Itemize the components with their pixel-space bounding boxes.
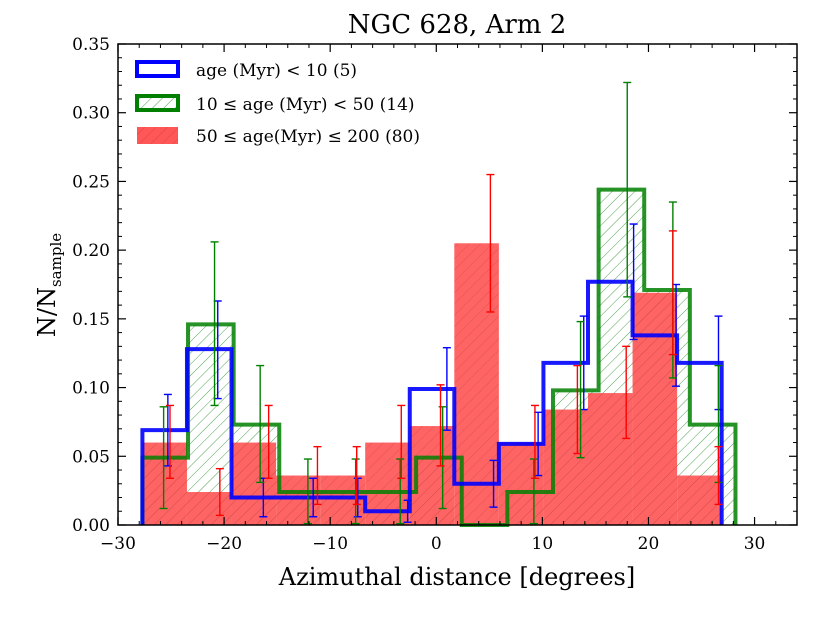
intermediate-age-step [140,187,738,527]
y-axis-label-subscript: sample [47,233,65,287]
old-bar-12 [677,475,722,525]
y-axis-label-main: N/N [33,287,61,337]
y-tick-label-6: 0.30 [72,104,110,124]
intermediate-errorbar-10 [623,81,632,298]
chart-title: NGC 628, Arm 2 [348,10,567,40]
x-tick-label-1: −20 [206,534,242,554]
old-errorbar-5 [397,404,406,479]
x-tick-label-6: 30 [744,534,766,554]
intermediate-errorbar-2 [256,364,265,484]
legend: age (Myr) < 10 (5) 10 ≤ age (Myr) < 50 (… [135,60,420,147]
x-tick-label-2: −10 [312,534,348,554]
young-errorbar-10 [629,223,638,341]
legend-swatch-old [137,127,178,144]
young-age-step [140,279,724,525]
intermediate-bar-1 [188,324,234,525]
legend-item-young: age (Myr) < 10 (5) [135,60,357,81]
y-tick-label-7: 0.35 [72,35,110,55]
legend-item-intermediate: 10 ≤ age (Myr) < 50 (14) [135,94,415,115]
intermediate-step-line [140,187,738,527]
old-bar-10 [587,393,633,525]
old-errorbar-10 [622,345,631,440]
y-tick-label-4: 0.20 [72,241,110,261]
old-age-bars [142,243,722,525]
legend-label-intermediate: 10 ≤ age (Myr) < 50 (14) [196,95,415,115]
intermediate-errorbar-3 [303,458,312,525]
young-errorbar-7 [489,459,498,508]
x-tick-label-5: 20 [638,534,660,554]
old-errorbar-8 [530,404,539,479]
x-tick-label-3: 0 [431,534,442,554]
old-errorbar-4 [352,445,361,506]
legend-label-young: age (Myr) < 10 (5) [196,61,357,81]
intermediate-errorbar-9 [576,320,585,459]
young-errorbar-6 [442,347,451,431]
x-tick-label-0: −30 [100,534,136,554]
error-bars [159,81,723,525]
intermediate-errorbar-1 [210,241,219,407]
y-tick-label-2: 0.10 [72,379,110,399]
old-bar-2 [231,442,277,525]
old-errorbar-3 [313,445,322,506]
old-bar-0 [142,442,187,525]
legend-swatch-intermediate [135,94,180,112]
old-errorbar-6 [436,384,445,467]
legend-item-old: 50 ≤ age(Myr) ≤ 200 (80) [137,127,420,147]
old-errorbar-1 [215,467,224,517]
x-tick-label-4: 10 [532,534,554,554]
old-bar-11 [632,292,678,525]
legend-label-old: 50 ≤ age(Myr) ≤ 200 (80) [196,127,420,147]
young-errorbar-5 [403,499,412,523]
old-bar-3 [276,475,321,525]
old-bar-4 [320,475,366,525]
y-tick-label-3: 0.15 [72,310,110,330]
old-errorbar-2 [264,404,273,479]
old-errorbar-0 [165,404,174,479]
x-axis-ticks: −30 −20 −10 0 10 20 30 [100,44,798,554]
old-errorbar-9 [573,364,582,455]
intermediate-errorbar-0 [159,406,168,510]
y-axis-label: N/Nsample [33,233,65,337]
old-errorbar-7 [486,173,495,313]
y-tick-label-0: 0.00 [72,516,110,536]
old-errorbar-12 [714,445,723,506]
intermediate-errorbar-8 [529,458,538,525]
y-tick-label-1: 0.05 [72,447,110,467]
y-tick-label-5: 0.25 [72,172,110,192]
young-step-line [140,279,724,525]
old-bar-9 [543,409,588,525]
legend-swatch-young [135,60,180,78]
old-bar-1 [186,492,232,525]
old-errorbar-11 [668,230,677,356]
x-axis-label: Azimuthal distance [degrees] [278,563,635,591]
intermediate-errorbar-5 [396,458,405,525]
intermediate-errorbar-4 [351,458,360,525]
y-axis-ticks: 0.00 0.05 0.10 0.15 0.20 0.25 0.30 0.35 [72,35,797,536]
young-errorbar-3 [309,477,318,518]
